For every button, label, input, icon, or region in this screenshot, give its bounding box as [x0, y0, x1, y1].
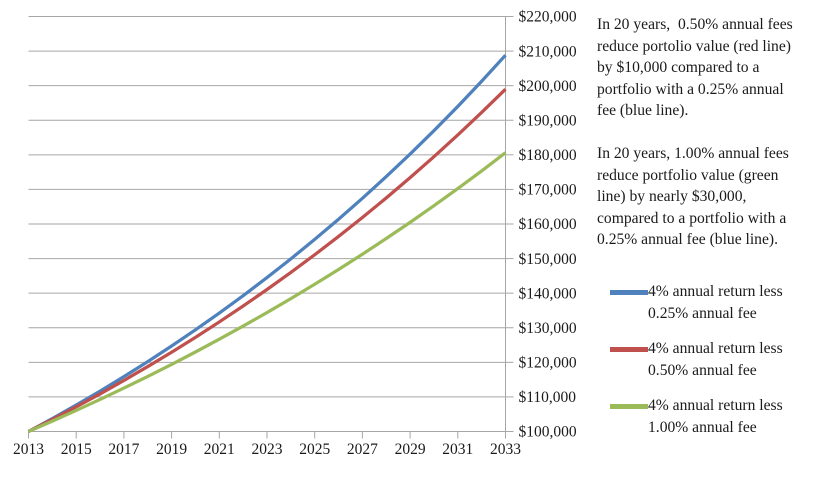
legend-line-swatch-red-icon: [610, 347, 648, 352]
x-tick-label: 2031: [442, 441, 473, 458]
series-line-0: [27, 54, 507, 433]
y-tick-label: $220,000: [519, 9, 577, 26]
x-tick-label: 2023: [252, 441, 283, 458]
legend-item-025-fee: 4% annual return less 0.25% annual fee: [610, 281, 783, 325]
x-tick-label: 2015: [61, 441, 92, 458]
x-tick-label: 2029: [395, 441, 426, 458]
x-tick-label: 2017: [108, 441, 139, 458]
y-tick-label: $120,000: [519, 355, 577, 372]
legend-label-025-fee: 4% annual return less 0.25% annual fee: [648, 283, 783, 322]
y-tick-label: $150,000: [519, 251, 577, 268]
annotation-100-fee: In 20 years, 1.00% annual fees reduce po…: [597, 145, 789, 248]
legend-label-100-fee: 4% annual return less 1.00% annual fee: [648, 397, 783, 436]
x-tick-label: 2013: [13, 441, 44, 458]
x-tick-label: 2025: [299, 441, 330, 458]
y-tick-label: $100,000: [519, 424, 577, 441]
legend-line-swatch-green-icon: [610, 404, 648, 409]
y-tick-label: $190,000: [519, 112, 577, 129]
x-tick-label: 2021: [204, 441, 235, 458]
legend-item-050-fee: 4% annual return less 0.50% annual fee: [610, 338, 783, 382]
y-tick-label: $140,000: [519, 285, 577, 302]
y-tick-label: $170,000: [519, 182, 577, 199]
x-tick-label: 2027: [347, 441, 378, 458]
x-tick-label: 2019: [156, 441, 187, 458]
y-tick-label: $110,000: [519, 389, 577, 406]
legend-item-100-fee: 4% annual return less 1.00% annual fee: [610, 395, 783, 439]
y-tick-label: $160,000: [519, 216, 577, 233]
y-tick-label: $210,000: [519, 43, 577, 60]
annotation-050-fee: In 20 years, 0.50% annual fees reduce po…: [597, 16, 793, 119]
chart-legend: 4% annual return less 0.25% annual fee 4…: [610, 281, 783, 452]
series-line-1: [27, 88, 507, 433]
legend-label-050-fee: 4% annual return less 0.50% annual fee: [648, 340, 783, 379]
y-tick-label: $180,000: [519, 147, 577, 164]
y-tick-label: $130,000: [519, 320, 577, 337]
legend-line-swatch-blue-icon: [610, 290, 648, 295]
y-tick-label: $200,000: [519, 78, 577, 95]
series-line-2: [27, 151, 507, 433]
x-tick-label: 2033: [490, 441, 521, 458]
